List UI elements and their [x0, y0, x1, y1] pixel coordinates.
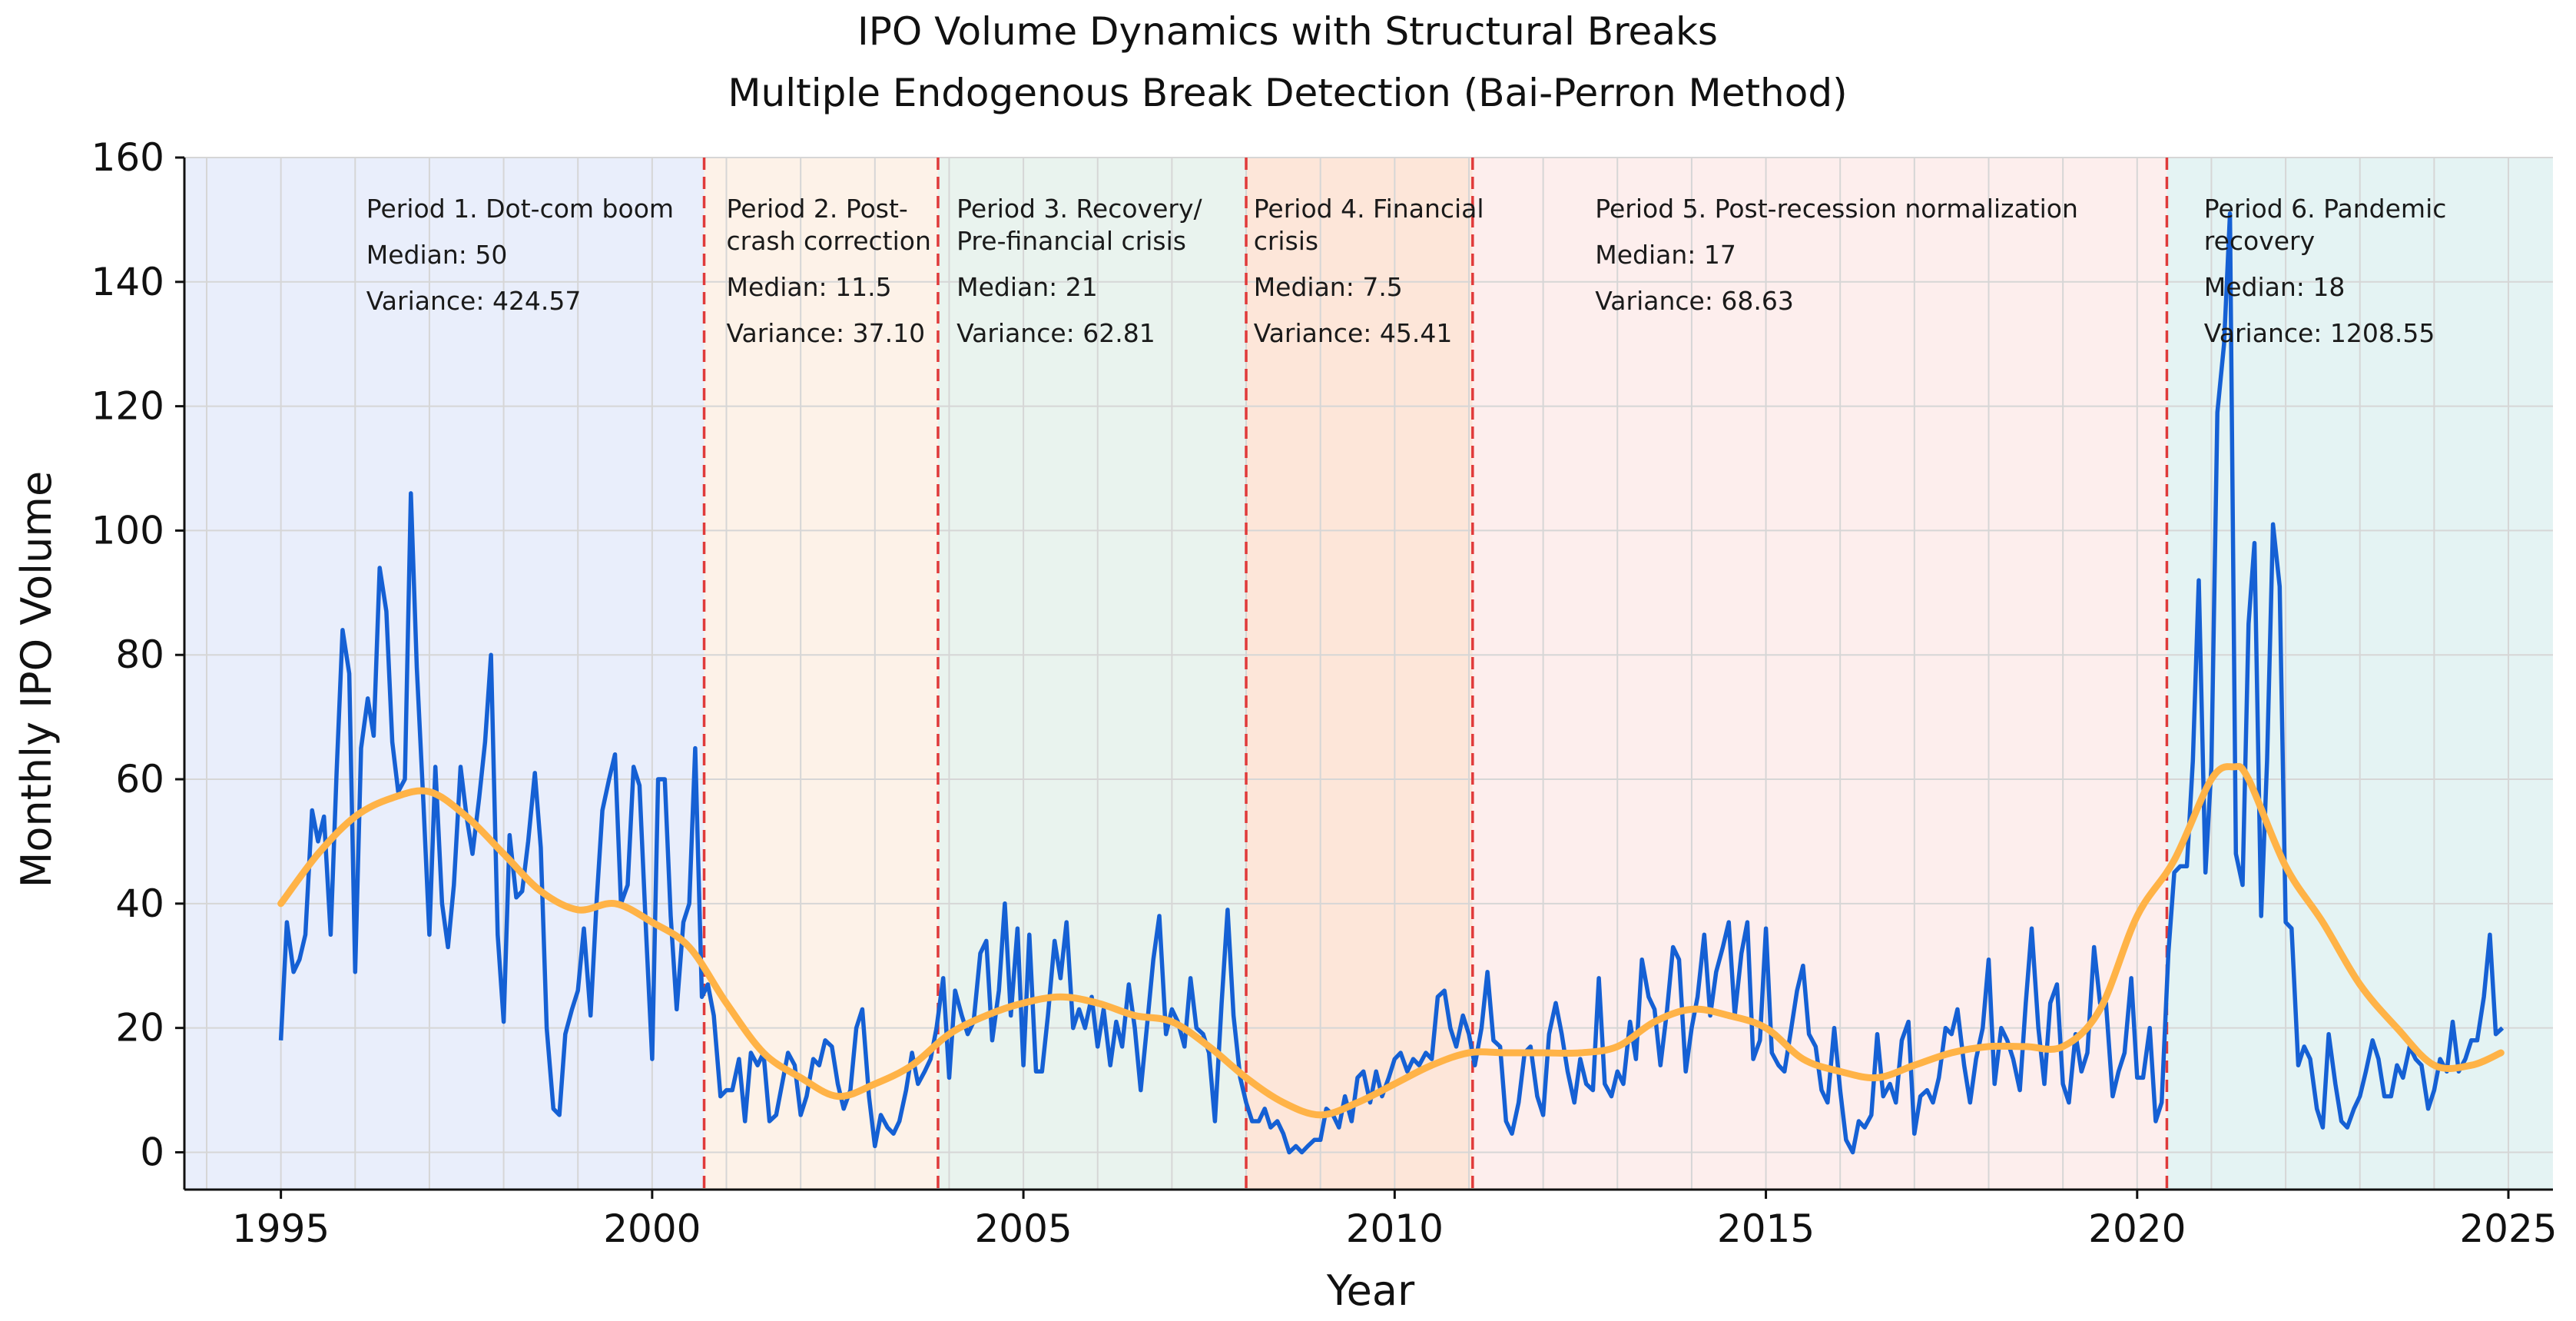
period-band-2 — [704, 158, 938, 1190]
period-median-4: Median: 7.5 — [1254, 272, 1403, 302]
period-label-6-line-1: Period 6. Pandemic — [2204, 194, 2447, 224]
period-annotation-2: Period 2. Post-crash correction Median: 1… — [727, 194, 931, 348]
y-tick-label-20: 20 — [115, 1006, 164, 1050]
y-tick-label-80: 80 — [115, 632, 164, 677]
period-median-5: Median: 17 — [1595, 240, 1736, 270]
period-median-3: Median: 21 — [956, 272, 1098, 302]
period-label-3-line-1: Period 3. Recovery/ — [956, 194, 1202, 224]
period-variance-6: Variance: 1208.55 — [2204, 318, 2435, 348]
chart-subtitle: Multiple Endogenous Break Detection (Bai… — [728, 71, 1847, 115]
period-annotations: Period 1. Dot-com boom Median: 50 Variance… — [366, 194, 2447, 348]
y-axis-label: Monthly IPO Volume — [12, 471, 61, 888]
monthly-volume-line — [278, 211, 2505, 1155]
x-tick-label-2020: 2020 — [2088, 1206, 2186, 1251]
y-tick-label-100: 100 — [91, 508, 164, 553]
period-median-6: Median: 18 — [2204, 272, 2346, 302]
period-variance-4: Variance: 45.41 — [1254, 318, 1453, 348]
period-label-1-line-1: Period 1. Dot-com boom — [366, 194, 674, 224]
chart-title: IPO Volume Dynamics with Structural Brea… — [857, 9, 1718, 54]
period-label-2-line-1: Period 2. Post- — [727, 194, 908, 224]
x-tick-label-2025: 2025 — [2459, 1206, 2557, 1251]
period-variance-2: Variance: 37.10 — [727, 318, 926, 348]
period-label-2-line-2: crash correction — [727, 226, 931, 256]
period-annotation-1: Period 1. Dot-com boom Median: 50 Variance… — [366, 194, 674, 316]
x-tick-label-2005: 2005 — [974, 1206, 1072, 1251]
x-tick-label-2010: 2010 — [1346, 1206, 1444, 1251]
period-label-6-line-2: recovery — [2204, 226, 2315, 256]
y-tick-label-120: 120 — [91, 384, 164, 429]
period-band-3 — [937, 158, 1247, 1190]
y-tick-label-160: 160 — [91, 135, 164, 180]
period-band-4 — [1246, 158, 1473, 1190]
axes: 0 20 40 60 80 100 120 140 160 1995 2000 2005 2010 201… — [91, 135, 2558, 1251]
period-variance-5: Variance: 68.63 — [1595, 286, 1794, 316]
period-annotation-5: Period 5. Post-recession normalization Me… — [1595, 194, 2078, 316]
y-tick-label-60: 60 — [115, 757, 164, 802]
x-tick-label-2000: 2000 — [603, 1206, 701, 1251]
period-variance-1: Variance: 424.57 — [366, 286, 582, 316]
y-tick-label-40: 40 — [115, 881, 164, 926]
trend-line — [277, 762, 2505, 1119]
period-label-4-line-2: crisis — [1254, 226, 1318, 256]
period-median-2: Median: 11.5 — [727, 272, 892, 302]
x-tick-label-2015: 2015 — [1717, 1206, 1815, 1251]
period-median-1: Median: 50 — [366, 240, 508, 270]
period-label-3-line-2: Pre-financial crisis — [956, 226, 1186, 256]
series-lines — [277, 211, 2505, 1155]
period-band-1 — [184, 158, 705, 1190]
x-tick-label-1995: 1995 — [232, 1206, 330, 1251]
period-label-5-line-1: Period 5. Post-recession normalization — [1595, 194, 2078, 224]
period-variance-3: Variance: 62.81 — [956, 318, 1155, 348]
period-label-4-line-1: Period 4. Financial — [1254, 194, 1484, 224]
x-axis-label: Year — [1326, 1266, 1415, 1315]
period-annotation-3: Period 3. Recovery/Pre-financial crisis M… — [956, 194, 1202, 348]
y-tick-label-0: 0 — [140, 1130, 164, 1174]
y-tick-label-140: 140 — [91, 260, 164, 304]
